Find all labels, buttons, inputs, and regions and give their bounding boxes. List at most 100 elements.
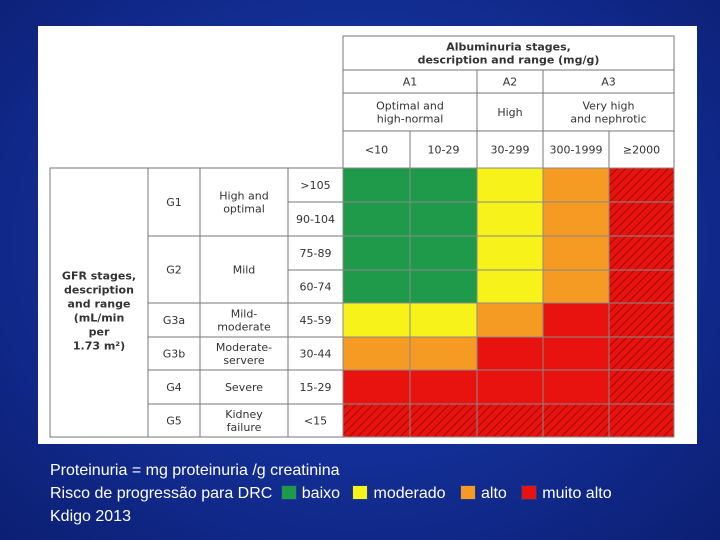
albuminuria-stage-a2: A2 (503, 76, 518, 89)
caption-line-legend: Risco de progressão para DRC baixo moder… (50, 482, 612, 505)
gfr-stage-g1: G1 (166, 196, 182, 209)
risk-cell-alto (542, 235, 610, 271)
risk-cell-moderado (476, 269, 544, 304)
risk-cell-muito-alto (342, 403, 411, 438)
gfr-stage-g4: G4 (166, 381, 182, 394)
risk-cell-muito-alto (542, 336, 610, 371)
albuminuria-range-label: 30-299 (491, 144, 530, 157)
legend-label-baixo: baixo (301, 485, 341, 502)
albuminuria-stage-a1: A1 (403, 76, 418, 89)
gfr-desc-cell (199, 235, 289, 304)
gfr-desc-cell (199, 369, 289, 405)
gfr-desc: Mild- (231, 308, 258, 321)
gfr-desc: High and (219, 190, 268, 203)
risk-cell-muito-alto (476, 336, 544, 371)
risk-cell-alto (476, 302, 544, 338)
gfr-stage-cell (147, 336, 201, 371)
risk-cell-muito-alto (608, 302, 675, 338)
gfr-desc: servere (223, 354, 265, 367)
gfr-desc: Moderate- (216, 341, 272, 354)
gfr-range-label: 30-44 (300, 348, 332, 361)
caption-line-proteinuria: Proteinuria = mg proteinuria /g creatini… (50, 462, 340, 479)
legend-prefix: Risco de progressão para DRC (50, 485, 273, 502)
gfr-stage-cell (147, 369, 201, 405)
risk-cell-muito-alto (542, 403, 610, 438)
gfr-stage-cell (147, 235, 201, 304)
albuminuria-range-label: <10 (365, 144, 388, 157)
gfr-range-cell (287, 336, 344, 371)
gfr-title: per (89, 326, 110, 339)
gfr-stage-g3b: G3b (163, 348, 186, 361)
risk-cell-moderado (476, 167, 544, 203)
gfr-title: 1.73 m²) (73, 340, 125, 353)
legend-swatch-moderado (352, 485, 369, 500)
gfr-range-cell (287, 167, 344, 203)
risk-cell-alto (542, 167, 610, 203)
slide-caption: Proteinuria = mg proteinuria /g creatini… (50, 459, 612, 528)
kdigo-risk-table: Albuminuria stages,description and range… (49, 35, 675, 438)
risk-cell-alto (409, 336, 478, 371)
risk-cell-baixo (409, 269, 478, 304)
risk-cell-moderado (409, 302, 478, 338)
kdigo-ckd-heatmap-figure: Albuminuria stages, description and range… (38, 26, 697, 444)
risk-cell-muito-alto (608, 235, 675, 271)
albuminuria-desc: Very high (583, 100, 635, 113)
risk-cell-baixo (342, 269, 411, 304)
gfr-title-cell (49, 167, 149, 438)
albuminuria-desc: and nephrotic (570, 113, 646, 126)
albuminuria-title: description and range (mg/g) (418, 54, 600, 67)
risk-cell-muito-alto (342, 369, 411, 405)
legend-swatch-baixo (280, 485, 297, 500)
gfr-title: and range (68, 298, 131, 311)
risk-cell-muito-alto (542, 369, 610, 405)
gfr-range-label: 90-104 (296, 213, 335, 226)
albuminuria-range-cell (542, 130, 610, 169)
albuminuria-range-cell (476, 130, 544, 169)
risk-cell-alto (542, 269, 610, 304)
gfr-title: GFR stages, (62, 270, 136, 283)
albuminuria-range-cell (608, 130, 675, 169)
gfr-desc: failure (227, 421, 262, 434)
gfr-stage-cell (147, 302, 201, 338)
risk-cell-alto (542, 201, 610, 237)
albuminuria-range-cell (409, 130, 478, 169)
albuminuria-range-label: 10-29 (428, 144, 460, 157)
albuminuria-range-label: 300-1999 (550, 144, 603, 157)
gfr-desc: optimal (223, 203, 265, 216)
caption-line-source: Kdigo 2013 (50, 508, 131, 525)
risk-cell-muito-alto (608, 336, 675, 371)
gfr-desc: Kidney (225, 408, 263, 421)
gfr-range-cell (287, 269, 344, 304)
albuminuria-title-cell (342, 35, 675, 71)
gfr-desc: Mild (233, 264, 256, 277)
gfr-range-cell (287, 369, 344, 405)
gfr-title: description (64, 284, 134, 297)
risk-cell-baixo (342, 235, 411, 271)
albuminuria-desc: High (497, 106, 522, 119)
risk-cell-moderado (342, 302, 411, 338)
legend-label-moderado: moderado (373, 485, 446, 502)
gfr-range-cell (287, 235, 344, 271)
risk-cell-alto (342, 336, 411, 371)
risk-cell-muito-alto (476, 369, 544, 405)
gfr-range-label: <15 (304, 415, 327, 428)
gfr-range-label: >105 (300, 179, 330, 192)
risk-cell-muito-alto (608, 269, 675, 304)
legend-swatch-alto (459, 485, 476, 500)
gfr-range-label: 75-89 (300, 247, 332, 260)
legend-label-muito-alto: muito alto (542, 485, 612, 502)
gfr-stage-g2: G2 (166, 264, 182, 277)
gfr-stage-g3a: G3a (163, 314, 185, 327)
legend-swatch-muito-alto (521, 485, 538, 500)
gfr-stage-g5: G5 (166, 415, 182, 428)
risk-cell-muito-alto (542, 302, 610, 338)
albuminuria-desc-cell (342, 92, 478, 132)
risk-cell-muito-alto (608, 403, 675, 438)
risk-cell-moderado (476, 235, 544, 271)
albuminuria-title: Albuminuria stages, (446, 41, 571, 54)
gfr-desc: moderate (217, 321, 271, 334)
gfr-stage-cell (147, 403, 201, 438)
albuminuria-desc: Optimal and (376, 100, 444, 113)
risk-cell-baixo (342, 167, 411, 203)
gfr-range-cell (287, 403, 344, 438)
